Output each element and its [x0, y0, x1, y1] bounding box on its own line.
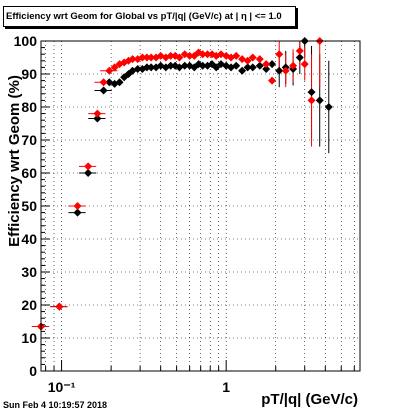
- axis-ticks: [41, 40, 355, 372]
- black-series-marker: [180, 61, 189, 70]
- y-axis-label: Efficiency wrt Geom (%): [6, 75, 23, 247]
- black-series-marker: [262, 65, 271, 74]
- red-series-marker: [275, 50, 284, 59]
- red-series-marker: [185, 51, 194, 60]
- tick-labels: 0 10 20 30 40 50 60 70 80 90 100 10⁻¹ 1: [14, 33, 231, 395]
- red-series-marker: [262, 60, 271, 69]
- red-series-marker: [93, 109, 102, 118]
- red-series-marker: [232, 51, 241, 60]
- red-series-marker: [120, 58, 129, 67]
- black-series-marker: [93, 114, 102, 123]
- y-tick-label: 100: [14, 33, 38, 49]
- y-tick-label: 20: [21, 297, 37, 313]
- black-series-marker: [84, 169, 93, 177]
- red-series-marker: [128, 55, 137, 64]
- red-series-marker: [138, 53, 147, 62]
- red-series-marker: [84, 162, 93, 171]
- red-series-marker: [73, 202, 82, 210]
- y-tick-label: 90: [21, 66, 37, 82]
- black-series-marker: [115, 78, 124, 87]
- black-series-marker: [147, 63, 156, 72]
- black-series-marker: [198, 61, 207, 70]
- black-series-marker: [232, 61, 241, 70]
- x-tick-label: 10⁻¹: [48, 379, 76, 395]
- chart-title: Efficiency wrt Geom for Global vs pT/|q|…: [6, 11, 282, 22]
- red-series-marker: [175, 53, 184, 62]
- black-series-marker: [212, 63, 221, 72]
- red-series-marker: [248, 53, 257, 62]
- data-markers: [37, 37, 333, 331]
- black-series-marker: [238, 66, 247, 75]
- black-series-marker: [255, 61, 264, 70]
- error-bars: [31, 41, 330, 327]
- y-tick-label: 70: [21, 132, 37, 148]
- black-series-marker: [142, 63, 151, 72]
- red-series-marker: [203, 50, 212, 59]
- y-tick-label: 40: [21, 231, 37, 247]
- black-series-marker: [99, 86, 108, 95]
- chart-title-box: Efficiency wrt Geom for Global vs pT/|q|…: [3, 6, 296, 27]
- red-series-marker: [105, 66, 114, 75]
- black-series-marker: [315, 96, 324, 105]
- black-series-marker: [120, 73, 129, 82]
- timestamp-footer: Sun Feb 4 10:19:57 2018: [3, 400, 108, 410]
- y-tick-label: 80: [21, 99, 37, 115]
- black-series-marker: [324, 103, 333, 111]
- black-series-marker: [248, 63, 257, 72]
- y-tick-label: 0: [29, 363, 37, 379]
- black-series-marker: [275, 66, 284, 75]
- red-series-marker: [300, 60, 309, 69]
- red-series-marker: [166, 51, 175, 60]
- red-series-marker: [307, 96, 316, 105]
- y-tick-label: 30: [21, 264, 37, 280]
- red-series-marker: [295, 46, 304, 55]
- red-series-marker: [147, 53, 156, 62]
- y-tick-label: 50: [21, 198, 37, 214]
- black-series-marker: [73, 208, 82, 217]
- red-series-marker: [99, 78, 108, 87]
- black-series-marker: [307, 88, 316, 97]
- black-series-marker: [166, 61, 175, 70]
- red-series-marker: [289, 61, 298, 70]
- x-tick-label: 1: [222, 379, 230, 395]
- red-series-marker: [198, 50, 207, 59]
- y-tick-label: 10: [21, 330, 37, 346]
- black-series-marker: [133, 65, 142, 74]
- black-series-marker: [243, 63, 252, 72]
- red-series-marker: [55, 302, 64, 311]
- black-series-marker: [268, 60, 277, 69]
- red-series-marker: [255, 55, 264, 64]
- red-series-marker: [110, 63, 119, 72]
- red-series-marker: [243, 56, 252, 65]
- x-axis-label: pT/|q| (GeV/c): [261, 391, 358, 408]
- red-series-marker: [268, 76, 277, 85]
- red-series-marker: [142, 53, 151, 62]
- y-tick-label: 60: [21, 165, 37, 181]
- black-series-marker: [295, 53, 304, 62]
- red-series-marker: [281, 66, 290, 75]
